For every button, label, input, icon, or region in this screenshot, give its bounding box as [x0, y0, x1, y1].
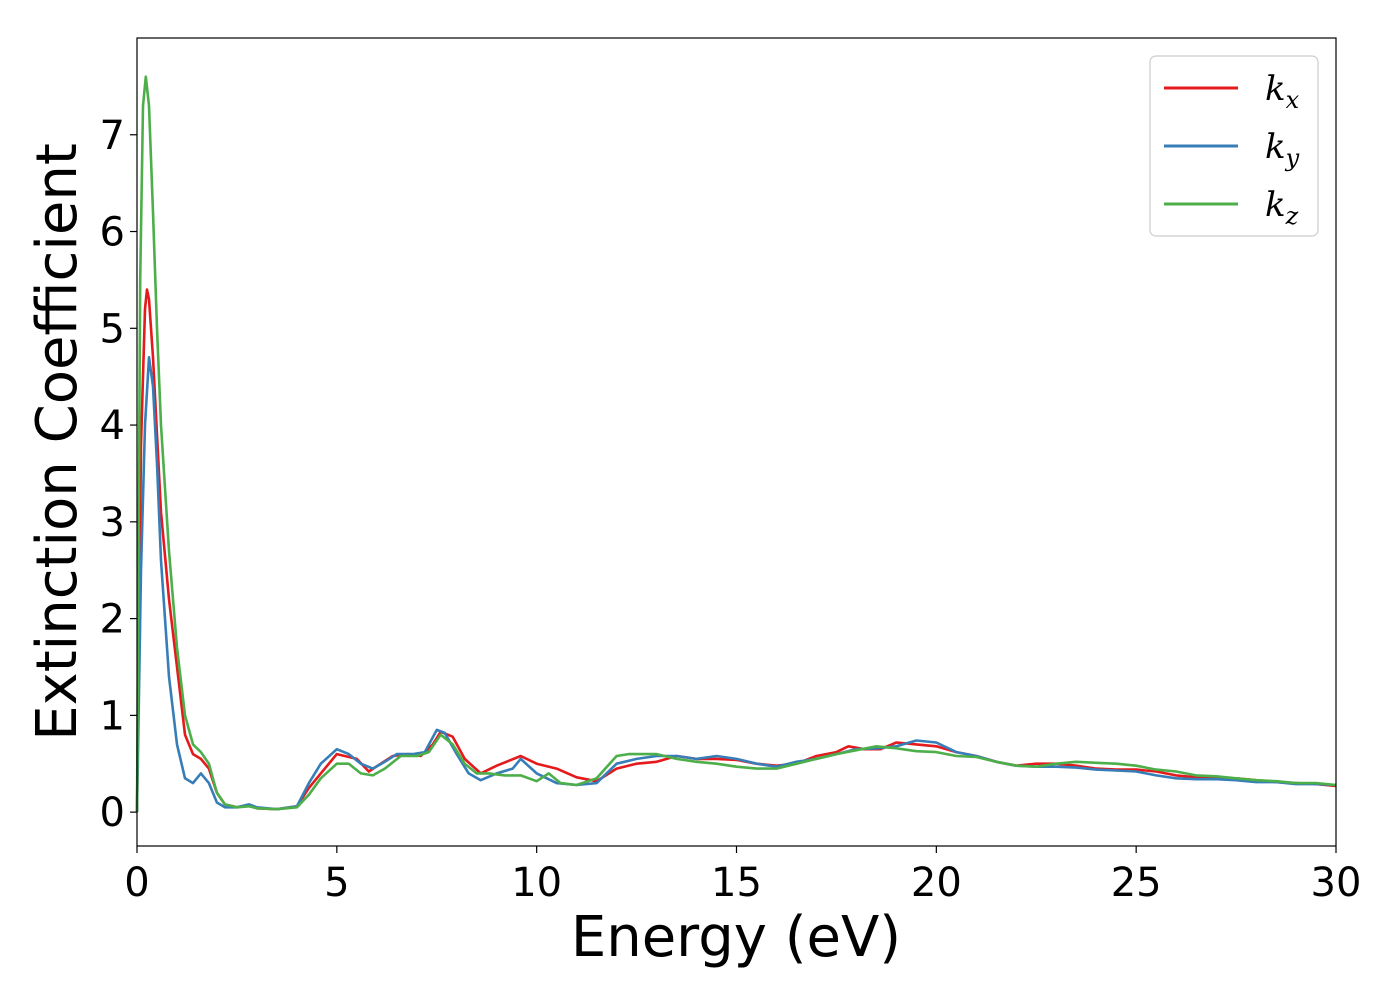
x-tick-label: 20: [911, 860, 962, 906]
y-tick-label: 6: [100, 210, 125, 256]
legend: kx ky kz: [1149, 55, 1319, 237]
series-line-z: [135, 75, 1337, 813]
y-tick-label: 5: [100, 306, 125, 352]
x-tick-label: 5: [324, 860, 349, 906]
x-tick-label: 25: [1111, 860, 1162, 906]
x-tick-label: 15: [711, 860, 762, 906]
legend-label-y: ky: [1265, 127, 1300, 172]
x-tick-label: 30: [1311, 860, 1362, 906]
y-tick-label: 3: [100, 500, 125, 546]
y-tick-label: 1: [100, 693, 125, 739]
y-axis-ticks: 0 1 2 3 4 5 6 7: [100, 113, 137, 836]
legend-label-x: kx: [1265, 69, 1300, 114]
x-axis-ticks: 0 5 10 15 20 25 30: [124, 846, 1361, 906]
legend-label-z: kz: [1265, 185, 1299, 230]
x-axis-title: Energy (eV): [571, 905, 901, 970]
x-tick-label: 10: [511, 860, 562, 906]
y-tick-label: 7: [100, 113, 125, 159]
y-tick-label: 0: [100, 790, 125, 836]
series-layer: [135, 75, 1337, 813]
x-tick-label: 0: [124, 860, 149, 906]
series-line-y: [135, 356, 1337, 813]
y-axis-title: Extinction Coefficient: [25, 143, 90, 741]
y-tick-label: 2: [100, 597, 125, 643]
y-tick-label: 4: [100, 403, 125, 449]
